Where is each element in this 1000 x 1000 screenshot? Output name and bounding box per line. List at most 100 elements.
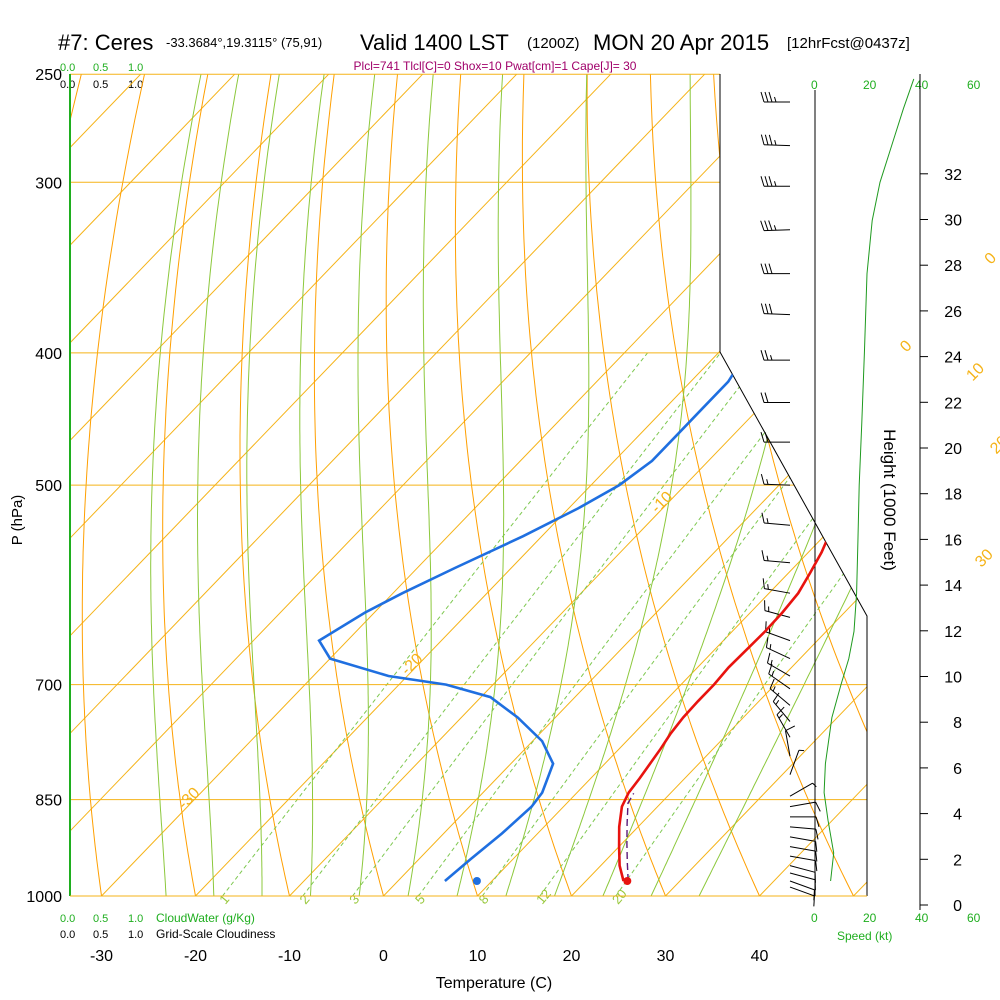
top-green-tick-0: 0.0 (60, 62, 75, 74)
wind-barb (760, 431, 790, 443)
wind-barb (760, 176, 790, 187)
height-tick-label: 10 (944, 670, 962, 687)
cloudiness-label: Grid-Scale Cloudiness (156, 927, 275, 941)
height-tick-label: 22 (944, 395, 962, 412)
wind-barb-flag (765, 637, 769, 648)
wind-barb-half-flag (812, 782, 817, 788)
pressure-tick-label: 400 (35, 346, 62, 363)
mixing-ratio-line (352, 352, 767, 896)
height-tick-label: 26 (944, 304, 962, 321)
dry-adiabat (963, 50, 1000, 925)
isotherm-label: 0 (982, 250, 1000, 268)
moist-adiabat (150, 74, 207, 896)
wind-barb-flag (768, 91, 773, 103)
plot-boundary (719, 74, 868, 896)
wind-barb (765, 621, 791, 642)
height-tick-label: 4 (953, 807, 962, 824)
speed-tick-bottom: 60 (967, 911, 981, 925)
pressure-tick-label: 700 (35, 678, 62, 695)
wind-barb-flag (760, 134, 765, 145)
wind-barb-flag (768, 303, 773, 315)
wind-barb (760, 134, 791, 147)
dry-adiabat (0, 50, 25, 925)
dry-adiabat (313, 74, 393, 896)
wind-barb (789, 880, 815, 901)
height-tick-label: 8 (953, 715, 962, 732)
wind-barb-staff (789, 872, 816, 881)
bottom-black-tick-0: 0.0 (60, 929, 75, 941)
wind-barb-flag (764, 350, 769, 361)
speed-tick-top: 60 (967, 78, 981, 92)
isotherm-label: -10 (648, 488, 676, 516)
wind-barb-half-flag (770, 659, 773, 666)
wind-barb-staff (789, 846, 816, 852)
isotherm-label: -20 (398, 650, 426, 678)
wind-barb (789, 855, 818, 872)
cloudwater-label: CloudWater (g/Kg) (156, 911, 255, 925)
height-tick-label: 2 (953, 852, 962, 869)
mixing-ratio-label: 12 (533, 886, 554, 907)
indices-line: Plcl=741 Tlcl[C]=0 Shox=10 Pwat[cm]=1 Ca… (354, 59, 637, 73)
speed-tick-bottom: 20 (863, 911, 877, 925)
bottom-black-scale: 0.0 0.5 1.0 Grid-Scale Cloudiness (60, 927, 275, 941)
wind-barb-staff (764, 610, 791, 618)
height-tick-label: 20 (944, 441, 962, 458)
temperature-line (617, 81, 867, 882)
wind-barb (762, 578, 791, 594)
wind-barb-staff (789, 865, 816, 873)
wind-barb-flag (768, 176, 773, 187)
isotherm (477, 74, 867, 896)
temperature-tick-label: -20 (184, 948, 207, 965)
height-tick-label: 0 (953, 898, 962, 915)
wind-barb-flag (764, 220, 769, 231)
speed-tick-bottom: 40 (915, 911, 929, 925)
wind-barb (789, 826, 819, 840)
pressure-tick-label: 850 (35, 793, 62, 810)
wind-barbs (760, 91, 821, 907)
temperature-tick-label: 20 (563, 948, 581, 965)
pressure-tick-label: 1000 (26, 889, 62, 906)
wind-barb-staff (789, 801, 816, 808)
wind-barb (769, 678, 791, 706)
isotherm-label: 20 (987, 433, 1000, 458)
wind-barb-staff (784, 730, 791, 757)
isotherm-label: 0 (897, 337, 915, 355)
temperature-tick-label: -30 (90, 948, 113, 965)
wind-barb (764, 600, 791, 618)
height-tick-label: 16 (944, 532, 962, 549)
wind-barb (760, 350, 790, 361)
top-black-scale: 0.0 0.5 1.0 (60, 79, 143, 91)
wind-barb-flag (815, 841, 818, 852)
dry-adiabat (162, 74, 213, 896)
wind-barb-half-flag (766, 479, 769, 485)
wind-barb-staff (764, 588, 791, 594)
wind-barb (761, 550, 791, 564)
dry-adiabat (239, 74, 297, 896)
wind-barb-staff (764, 522, 791, 526)
dry-adiabat-lines (0, 50, 1000, 925)
wind-barb-flag (815, 851, 818, 862)
x-axis-label: Temperature (C) (436, 975, 552, 992)
temperature-tick-label: 0 (379, 948, 388, 965)
speed-axis: 0 0 20 20 40 40 60 60 (811, 78, 981, 925)
wind-barb-staff (789, 880, 815, 891)
wind-barb (789, 872, 816, 891)
dry-adiabat (454, 74, 583, 896)
wind-barb-flag (769, 678, 775, 689)
wind-barb-staff (789, 826, 816, 830)
wind-barb (789, 782, 817, 797)
moist-adiabat (246, 74, 284, 896)
wind-barb-flag (764, 392, 769, 403)
wind-barb-half-flag (773, 225, 777, 231)
mixing-ratio-line (615, 352, 867, 896)
wind-barb-staff (763, 483, 791, 486)
height-tick-label: 12 (944, 624, 962, 641)
pressure-axis: 250 300 400 500 700 850 1000 (26, 67, 62, 906)
surface-dewpoint-point (472, 876, 481, 885)
height-tick-label: 6 (953, 761, 962, 778)
wind-barb-flag (764, 303, 769, 314)
wind-barb-flag (760, 473, 765, 485)
top-green-tick-2: 1.0 (128, 62, 143, 74)
wind-barb-flag (785, 725, 796, 732)
speed-tick-top: 40 (915, 78, 929, 92)
